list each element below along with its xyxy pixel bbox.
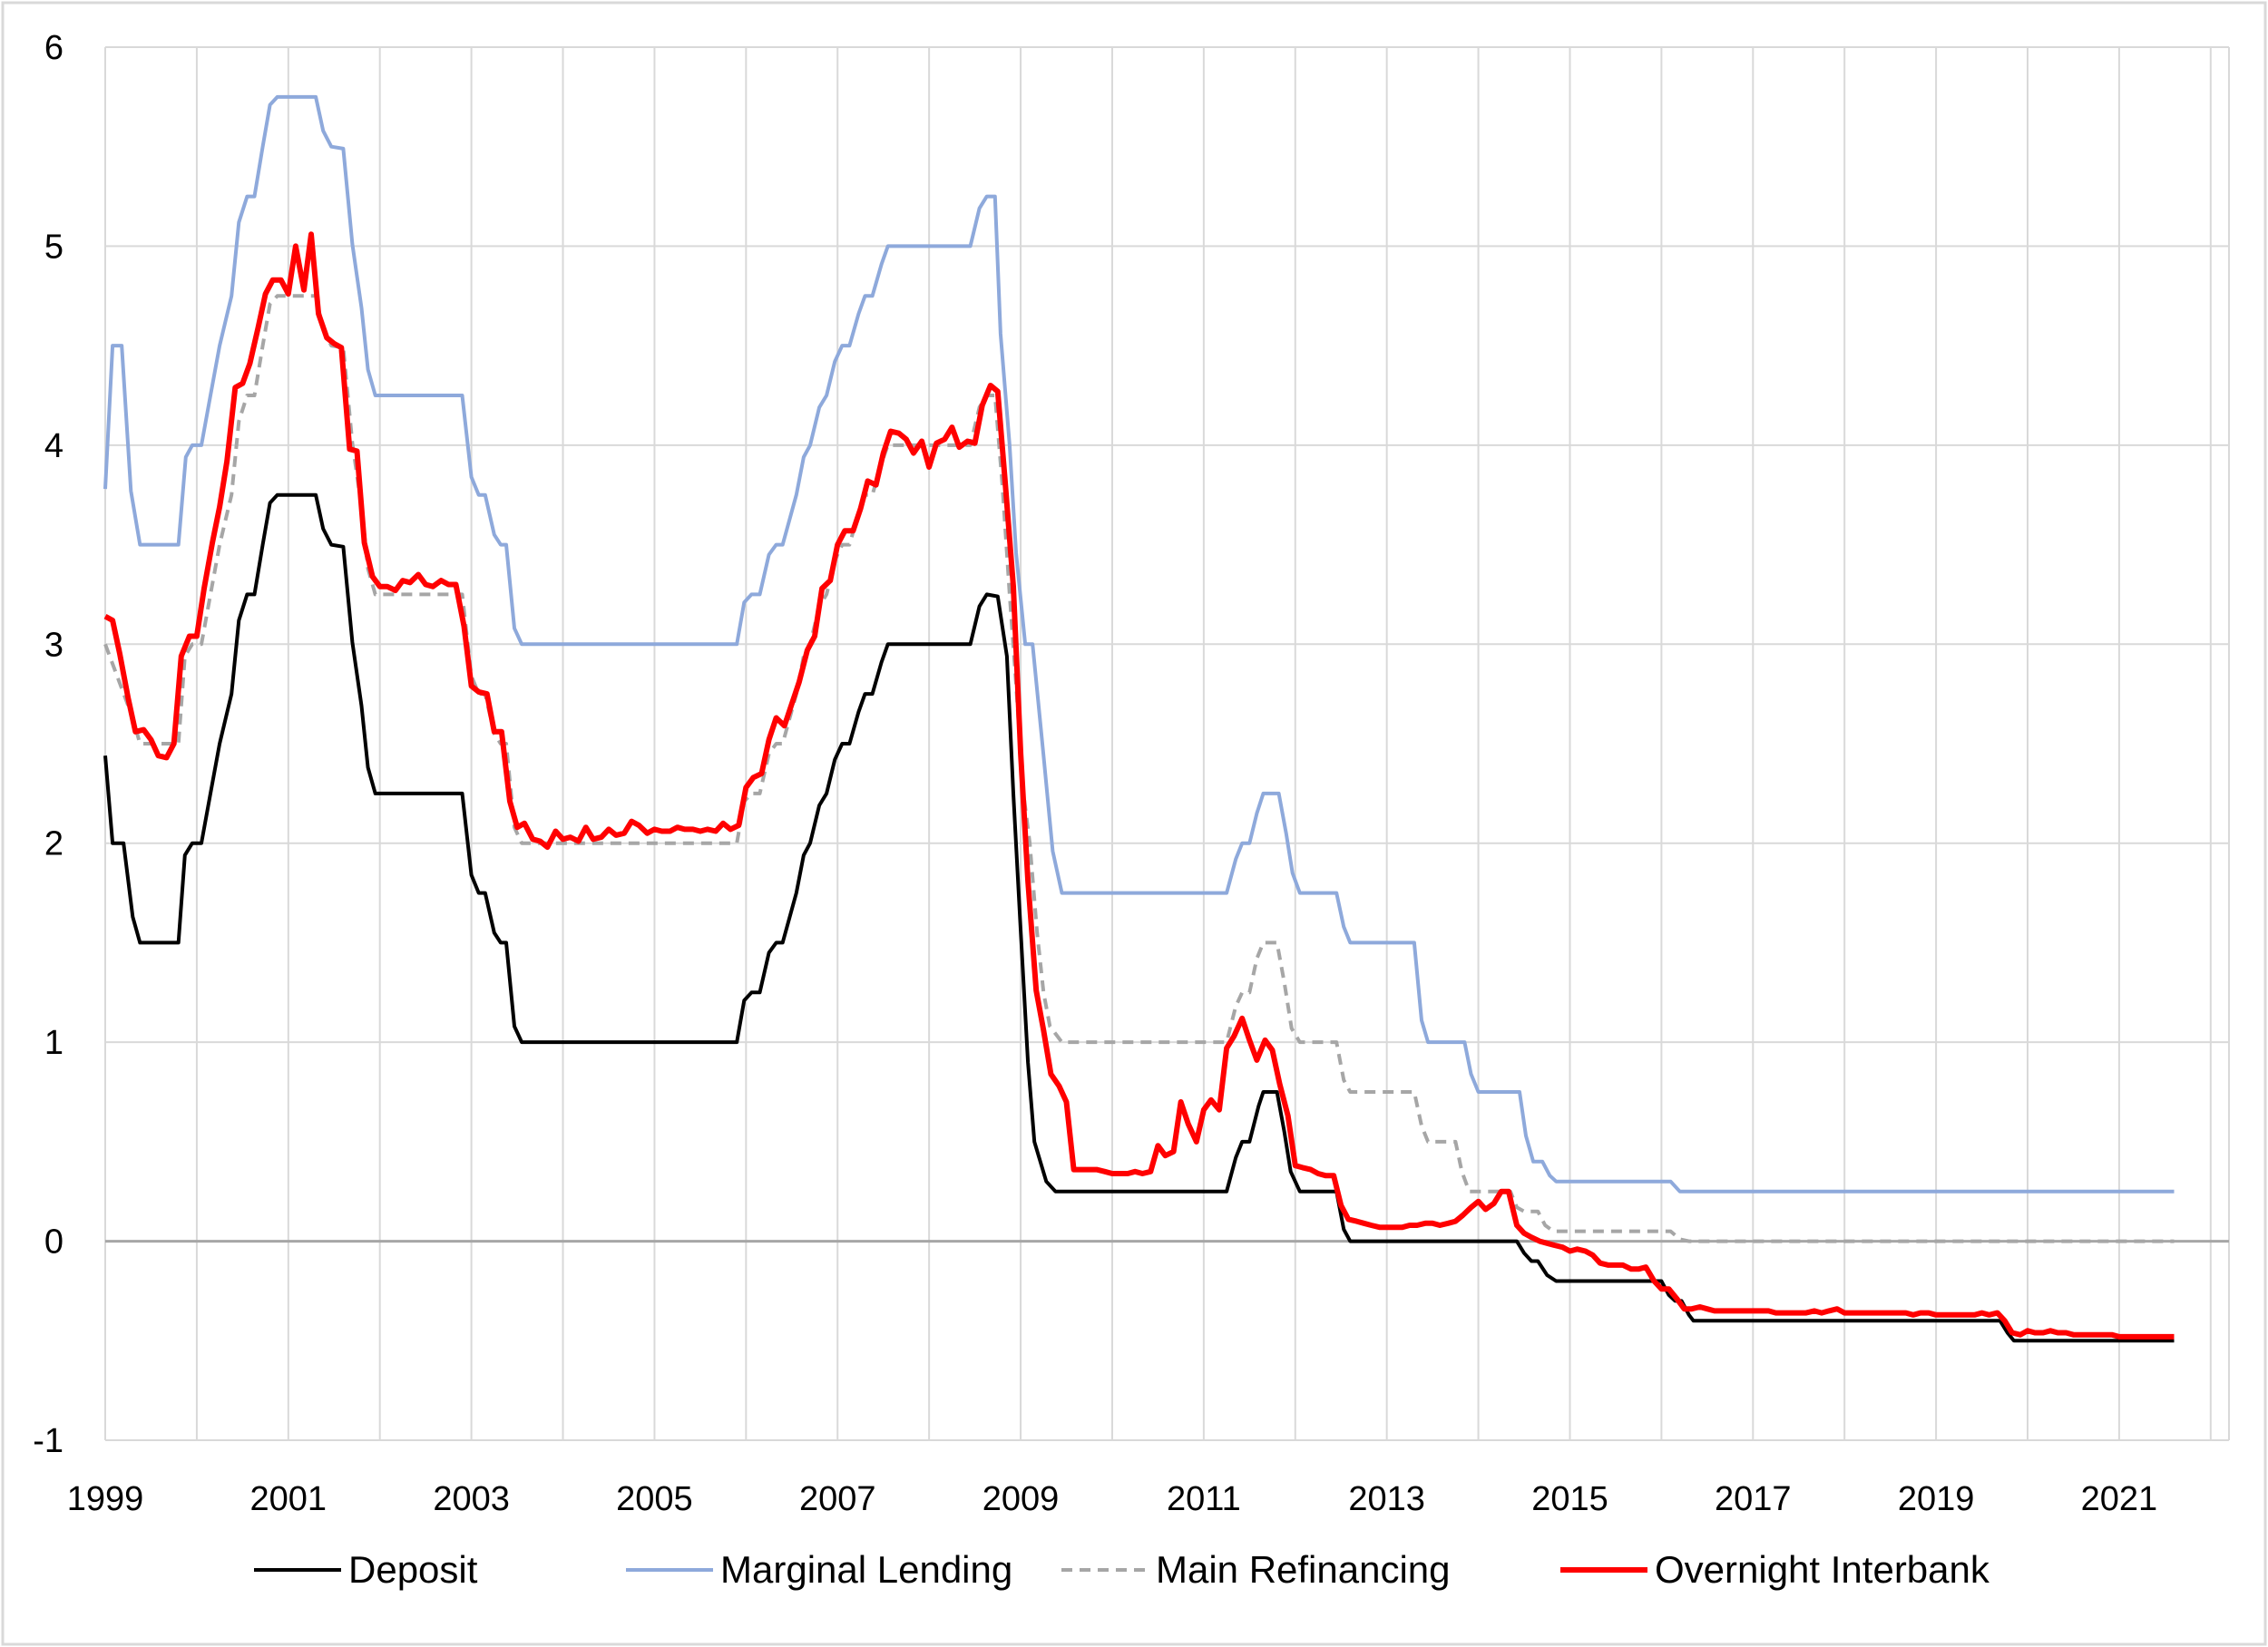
x-axis-ticks: 1999 2001 2003 2005 2007 2009 2011 2013 2015 2017…: [67, 1480, 2157, 1518]
y-tick-label: 3: [44, 626, 64, 664]
x-tick-label: 1999: [67, 1480, 144, 1518]
x-tick-label: 2013: [1348, 1480, 1425, 1518]
y-tick-label: -1: [33, 1422, 64, 1460]
y-tick-label: 4: [44, 427, 64, 465]
legend-label: Main Refinancing: [1156, 1548, 1451, 1591]
x-tick-label: 2007: [799, 1480, 876, 1518]
y-tick-label: 0: [44, 1223, 64, 1262]
series-line-overnight-interbank: [103, 231, 2175, 1340]
series-line-marginal-lending: [103, 94, 2175, 1194]
y-tick-label: 1: [44, 1024, 64, 1062]
y-axis-ticks: -1 0 1 2 3 4 5 6: [33, 29, 64, 1460]
legend-label: Marginal Lending: [720, 1548, 1012, 1591]
y-tick-label: 2: [44, 825, 64, 863]
x-tick-label: 2021: [2081, 1480, 2158, 1518]
legend-label: Overnight Interbank: [1655, 1548, 1990, 1591]
y-tick-label: 6: [44, 29, 64, 67]
gridlines: [104, 46, 2230, 1441]
legend-label: Deposit: [348, 1548, 478, 1591]
x-tick-label: 2017: [1715, 1480, 1792, 1518]
legend: Deposit Marginal Lending Main Refinancing O…: [254, 1548, 1990, 1591]
x-tick-label: 2011: [1167, 1480, 1241, 1518]
y-tick-label: 5: [44, 228, 64, 266]
x-tick-label: 2005: [616, 1480, 693, 1518]
series-lines: [103, 94, 2175, 1343]
x-tick-label: 2015: [1531, 1480, 1608, 1518]
x-tick-label: 2009: [982, 1480, 1060, 1518]
series-line-main-refinancing: [103, 294, 2175, 1243]
x-tick-label: 2001: [250, 1480, 327, 1518]
x-tick-label: 2019: [1898, 1480, 1975, 1518]
x-tick-label: 2003: [433, 1480, 510, 1518]
series-line-deposit: [103, 492, 2175, 1343]
